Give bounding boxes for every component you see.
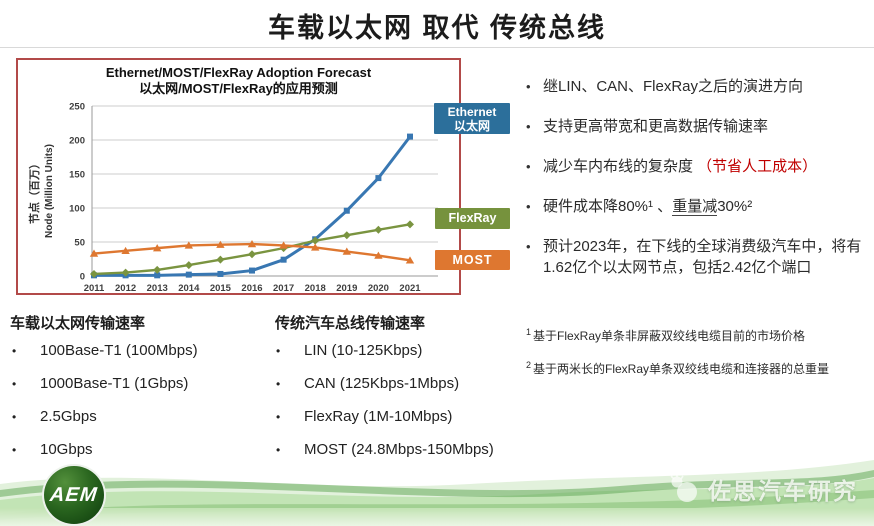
bullet-cost-b: 30%² [717, 198, 753, 215]
legend-ethernet: Ethernet 以太网 [434, 103, 510, 134]
bullet-evolution: 继LIN、CAN、FlexRay之后的演进方向 [526, 76, 870, 97]
legend-most: MOST [435, 250, 510, 270]
bullet-cost: 硬件成本降80%¹ 、重量减30%² [526, 196, 870, 217]
watermark-text: 佐思汽车研究 [708, 478, 858, 504]
svg-text:2016: 2016 [241, 283, 262, 294]
svg-text:2011: 2011 [84, 283, 105, 294]
footnote-2-marker: 2 [526, 360, 532, 370]
footer-wave-decoration [0, 460, 874, 526]
footnote-2: 2 基于两米长的FlexRay单条双绞线电缆和连接器的总重量 [526, 360, 872, 377]
list-item: FlexRay (1M-10Mbps) [276, 407, 526, 427]
svg-text:2012: 2012 [115, 283, 136, 294]
bullet-icon [276, 440, 304, 460]
svg-text:250: 250 [69, 102, 85, 113]
zuosi-logo-icon [670, 474, 697, 502]
bullet-icon [276, 374, 304, 394]
chart-subtitle: 以太网/MOST/FlexRay的应用预测 [139, 81, 338, 96]
bullet-wiring-text: 减少车内布线的复杂度 （节省人工成本） [543, 156, 870, 177]
footnote-1-text: 基于FlexRay单条非屏蔽双绞线电缆目前的市场价格 [533, 329, 806, 343]
bullet-icon [526, 116, 543, 137]
legend-flexray: FlexRay [435, 208, 510, 229]
bullet-bandwidth: 支持更高带宽和更高数据传输速率 [526, 116, 870, 137]
bullet-bandwidth-text: 支持更高带宽和更高数据传输速率 [543, 118, 769, 135]
traditional-speeds-list: LIN (10-125Kbps) CAN (125Kbps-1Mbps) Fle… [276, 341, 526, 473]
aem-logo-text: AEM [49, 483, 99, 506]
svg-text:50: 50 [74, 238, 85, 249]
list-item: MOST (24.8Mbps-150Mbps) [276, 440, 526, 460]
bullet-icon [12, 374, 40, 394]
list-item-text: FlexRay (1M-10Mbps) [304, 408, 453, 425]
bullet-icon [526, 196, 543, 217]
svg-text:2019: 2019 [336, 283, 357, 294]
chart-title: Ethernet/MOST/FlexRay Adoption Forecast [105, 65, 372, 80]
adoption-forecast-panel: Ethernet/MOST/FlexRay Adoption Forecast … [16, 58, 461, 295]
page-title: 车载以太网 取代 传统总线 [267, 13, 606, 43]
svg-text:100: 100 [69, 204, 85, 215]
watermark: 佐思汽车研究 [668, 472, 858, 506]
bullet-icon [12, 341, 40, 361]
legend-ethernet-zh: 以太网 [453, 119, 490, 133]
bullet-wiring-black: 减少车内布线的复杂度 [543, 158, 698, 175]
adoption-forecast-chart: 0 50 100 150 200 250 2011 2012 2013 2014 2015 2016 2… [27, 102, 438, 294]
svg-text:2015: 2015 [210, 283, 232, 294]
key-points-panel: 继LIN、CAN、FlexRay之后的演进方向 支持更高带宽和更高数据传输速率 … [526, 76, 870, 297]
list-item-text: 2.5Gbps [40, 408, 97, 425]
bullet-forecast-text: 预计2023年，在下线的全球消费级汽车中，将有1.62亿个以太网节点，包括2.4… [543, 238, 862, 276]
bullet-icon [276, 341, 304, 361]
list-item: 10Gbps [12, 440, 262, 460]
svg-text:200: 200 [69, 136, 85, 147]
bullet-wiring: 减少车内布线的复杂度 （节省人工成本） [526, 156, 870, 177]
svg-text:2021: 2021 [399, 283, 421, 294]
bullet-icon [526, 236, 543, 278]
footnote-1-marker: 1 [526, 327, 532, 337]
svg-text:150: 150 [69, 170, 85, 181]
footnote-1: 1 基于FlexRay单条非屏蔽双绞线电缆目前的市场价格 [526, 327, 872, 344]
list-item-text: CAN (125Kbps-1Mbps) [304, 375, 460, 392]
svg-text:节点（百万）: 节点（百万） [27, 158, 41, 224]
svg-text:2013: 2013 [147, 283, 168, 294]
svg-text:2017: 2017 [273, 283, 294, 294]
list-item-text: 100Base-T1 (100Mbps) [40, 342, 198, 359]
legend-ethernet-en: Ethernet [447, 105, 497, 119]
list-item: LIN (10-125Kbps) [276, 341, 526, 361]
svg-text:Node (Million Units): Node (Million Units) [44, 144, 55, 238]
ethernet-speeds-header: 车载以太网传输速率 [10, 315, 146, 332]
list-item: 2.5Gbps [12, 407, 262, 427]
bullet-icon [526, 76, 543, 97]
svg-text:0: 0 [80, 272, 85, 283]
title-divider [0, 47, 874, 48]
list-item-text: 10Gbps [40, 441, 93, 458]
svg-text:2018: 2018 [305, 283, 326, 294]
bullet-icon [276, 407, 304, 427]
list-item: CAN (125Kbps-1Mbps) [276, 374, 526, 394]
traditional-speeds-header: 传统汽车总线传输速率 [275, 315, 426, 332]
bullet-icon [12, 407, 40, 427]
bullet-icon [12, 440, 40, 460]
list-item: 100Base-T1 (100Mbps) [12, 341, 262, 361]
svg-text:2014: 2014 [178, 283, 200, 294]
bullet-forecast: 预计2023年，在下线的全球消费级汽车中，将有1.62亿个以太网节点，包括2.4… [526, 236, 870, 278]
footnote-2-text: 基于两米长的FlexRay单条双绞线电缆和连接器的总重量 [533, 362, 830, 376]
list-item-text: 1000Base-T1 (1Gbps) [40, 375, 189, 392]
list-item-text: LIN (10-125Kbps) [304, 342, 423, 359]
list-item: 1000Base-T1 (1Gbps) [12, 374, 262, 394]
list-item-text: MOST (24.8Mbps-150Mbps) [304, 441, 494, 458]
bullet-cost-a: 硬件成本降80%¹ 、 [543, 198, 673, 215]
bullet-cost-text: 硬件成本降80%¹ 、重量减30%² [543, 196, 870, 217]
aem-logo: AEM [42, 464, 106, 526]
bullet-cost-underline: 重量减 [672, 198, 718, 216]
bullet-evolution-text: 继LIN、CAN、FlexRay之后的演进方向 [543, 78, 804, 95]
ethernet-speeds-list: 100Base-T1 (100Mbps) 1000Base-T1 (1Gbps)… [12, 341, 262, 473]
bullet-icon [526, 156, 543, 177]
bullet-wiring-red: （节省人工成本） [697, 158, 818, 175]
svg-text:2020: 2020 [368, 283, 389, 294]
